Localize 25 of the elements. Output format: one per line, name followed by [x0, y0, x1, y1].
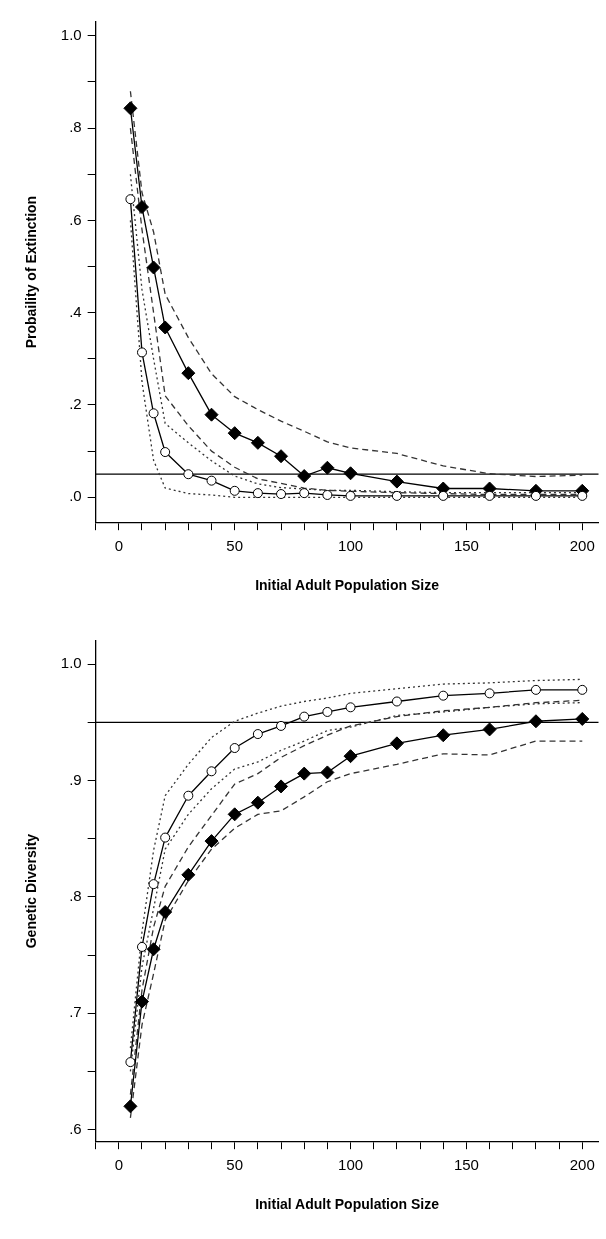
x-tick-label: 150	[453, 1156, 479, 1174]
y-tick-label: 1.0	[60, 654, 82, 672]
x-tick-label: 50	[226, 1156, 244, 1174]
x-tick-label: 100	[338, 1156, 364, 1174]
x-tick-label: 0	[114, 537, 123, 555]
y-tick-label: .9	[69, 770, 82, 788]
y-tick-label: 1.0	[60, 25, 82, 43]
x-axis-title: Initial Adult Population Size	[255, 577, 440, 594]
y-tick-label: .8	[69, 118, 82, 136]
x-tick-label: 0	[114, 1156, 123, 1174]
x-tick-label: 200	[569, 1156, 595, 1174]
y-axis-title: Probaility of Extinction	[23, 195, 40, 349]
x-tick-label: 150	[453, 537, 479, 555]
y-axis-title: Genetic Diversity	[23, 833, 40, 949]
y-tick-label: .6	[69, 1119, 82, 1137]
x-tick-label: 200	[569, 537, 595, 555]
y-tick-label: .7	[69, 1003, 82, 1021]
y-tick-label: .4	[69, 302, 82, 320]
y-tick-label: .8	[69, 887, 82, 905]
y-tick-label: .0	[69, 487, 82, 505]
y-tick-label: .6	[69, 210, 82, 228]
y-tick-label: .2	[69, 395, 82, 413]
x-tick-label: 100	[338, 537, 364, 555]
x-tick-label: 50	[226, 537, 244, 555]
x-axis-title: Initial Adult Population Size	[255, 1196, 440, 1213]
